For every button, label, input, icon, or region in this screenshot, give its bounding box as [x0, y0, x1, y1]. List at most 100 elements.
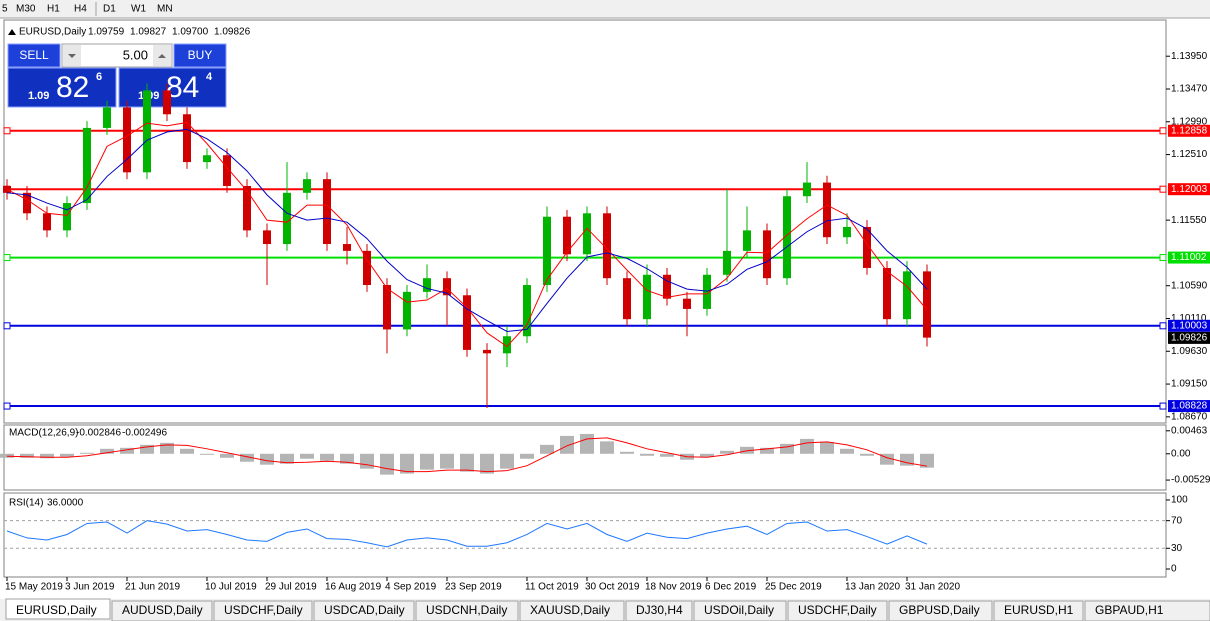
candle-body — [203, 155, 211, 163]
macd-bar — [280, 453, 294, 464]
candle-body — [483, 349, 491, 354]
macd-bar — [40, 453, 54, 459]
ask-pips: 84 — [166, 71, 199, 104]
timeframe-button[interactable]: H1 — [47, 4, 60, 15]
macd-bar — [920, 453, 934, 468]
y-tick-label: 100 — [1171, 495, 1188, 506]
tab-label: USDCHF,Daily — [798, 603, 877, 617]
x-tick-label: 29 Jul 2019 — [265, 582, 317, 593]
tab[interactable] — [993, 600, 1084, 621]
macd-bar — [160, 442, 174, 454]
ohlc-value: 1.09826 — [214, 27, 251, 38]
timeframe-button[interactable]: H4 — [74, 4, 87, 15]
moving-average — [6, 121, 928, 348]
candle-body — [743, 230, 751, 251]
candle-body — [43, 213, 51, 231]
timeframe-button[interactable]: D1 — [103, 4, 116, 15]
candle-body — [103, 107, 111, 128]
y-tick-label: 1.13470 — [1171, 84, 1208, 95]
level-handle — [1159, 127, 1167, 135]
tab-label: AUDUSD,Daily — [122, 603, 203, 617]
tab[interactable] — [415, 600, 519, 621]
lot-up-arrow — [158, 54, 166, 58]
tab[interactable] — [888, 600, 993, 621]
macd-bar — [340, 453, 354, 464]
y-tick-label: 1.12990 — [1171, 116, 1208, 127]
macd-bar — [520, 453, 534, 459]
tab-label: USDCHF,Daily — [224, 603, 303, 617]
tab[interactable] — [111, 600, 213, 621]
macd-bar — [220, 453, 234, 458]
rsi-line — [6, 520, 928, 548]
sell-button[interactable] — [7, 43, 61, 68]
tab-label: USDOil,Daily — [704, 603, 774, 617]
rsi-panel — [3, 492, 1167, 578]
ask-box[interactable] — [118, 67, 227, 108]
x-tick-label: 21 Jun 2019 — [125, 582, 180, 593]
tab-label: EURUSD,Daily — [16, 603, 97, 617]
candle-body — [843, 226, 851, 238]
level-label: 1.12858 — [1171, 125, 1208, 136]
ohlc-value: 1.09700 — [172, 27, 209, 38]
tab[interactable] — [313, 600, 415, 621]
y-tick-label: 1.09630 — [1171, 346, 1208, 357]
tab[interactable] — [787, 600, 888, 621]
candle-body — [863, 226, 871, 268]
x-tick-label: 16 Aug 2019 — [325, 582, 382, 593]
moving-average — [6, 128, 928, 332]
macd-bar — [80, 452, 94, 454]
tab[interactable] — [519, 600, 625, 621]
tab-label: XAUUSD,Daily — [530, 603, 610, 617]
candle-body — [763, 230, 771, 279]
macd-bar — [780, 443, 794, 454]
macd-bar — [320, 453, 334, 461]
x-tick-label: 6 Dec 2019 — [705, 582, 757, 593]
macd-bar — [860, 453, 874, 456]
tab-label: GBPAUD,H1 — [1095, 603, 1164, 617]
lot-value: 5.00 — [123, 47, 148, 62]
candle-body — [143, 90, 151, 173]
macd-bar — [0, 453, 14, 458]
chart-area — [0, 19, 1210, 599]
tab[interactable] — [1084, 600, 1210, 621]
level-label-bg — [1168, 251, 1210, 264]
macd-bar — [440, 453, 454, 469]
macd-readout: -0.002496 — [122, 428, 167, 439]
tab-label: EURUSD,H1 — [1004, 603, 1074, 617]
x-tick-label: 31 Jan 2020 — [905, 582, 960, 593]
macd-bar — [300, 453, 314, 459]
timeframe-button[interactable]: MN — [157, 4, 173, 15]
macd-bar — [640, 453, 654, 456]
macd-bar — [180, 448, 194, 454]
candle-body — [623, 278, 631, 320]
level-handle — [3, 254, 11, 262]
y-tick-label: 1.09150 — [1171, 379, 1208, 390]
price-panel — [3, 19, 1167, 424]
level-handle — [1159, 402, 1167, 410]
tab[interactable] — [693, 600, 787, 621]
tab[interactable] — [213, 600, 313, 621]
timeframe-button[interactable]: M30 — [16, 4, 36, 15]
candle-body — [343, 244, 351, 251]
macd-bar — [660, 453, 674, 457]
candle-body — [703, 274, 711, 309]
y-tick-label: 1.08670 — [1171, 411, 1208, 422]
candle-body — [23, 192, 31, 214]
macd-bar — [120, 447, 134, 454]
lot-box[interactable] — [61, 43, 173, 68]
candle-body — [383, 285, 391, 330]
timeframe-button[interactable]: W1 — [131, 4, 146, 15]
macd-bar — [540, 444, 554, 454]
x-tick-label: 18 Nov 2019 — [645, 582, 702, 593]
bid-box[interactable] — [7, 67, 117, 108]
candle-body — [363, 250, 371, 286]
collapse-icon[interactable] — [8, 29, 16, 35]
timeframe-button[interactable]: 5 — [2, 4, 8, 15]
macd-bar — [480, 453, 494, 474]
buy-button[interactable] — [173, 43, 227, 68]
macd-bar — [60, 453, 74, 457]
one-click-trading: SELL 5.00 BUY 1.09 82 6 1.09 84 4 — [7, 43, 227, 108]
tab[interactable] — [625, 600, 693, 621]
tab-active[interactable] — [5, 598, 111, 620]
